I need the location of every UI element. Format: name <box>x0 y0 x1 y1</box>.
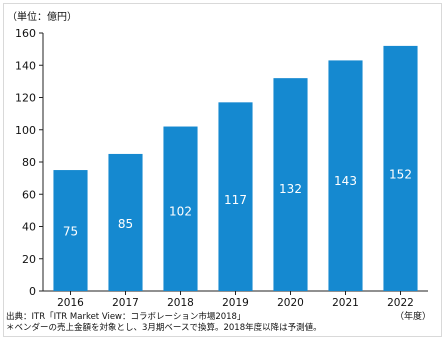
bar-value-label: 132 <box>279 182 302 196</box>
y-axis-ticks: 0 20 40 60 80 100 120 140 160 <box>15 27 43 298</box>
y-tick-label: 80 <box>22 156 36 169</box>
x-tick-label: 2016 <box>57 297 84 309</box>
y-tick-label: 60 <box>22 188 36 201</box>
x-tick-label: 2019 <box>222 297 249 309</box>
y-tick-label: 160 <box>15 27 36 40</box>
x-tick-label: 2018 <box>167 297 194 309</box>
chart-frame <box>3 3 442 337</box>
x-tick-label: 2021 <box>332 297 359 309</box>
y-tick-label: 100 <box>15 124 36 137</box>
bar <box>383 45 418 292</box>
bar-value-label: 152 <box>389 167 412 181</box>
bar-value-label: 85 <box>118 217 133 231</box>
y-tick-label: 40 <box>22 221 36 234</box>
y-tick-label: 0 <box>29 285 36 298</box>
bar <box>218 102 253 292</box>
bar-value-label: 102 <box>169 204 192 218</box>
x-tick-label: 2017 <box>112 297 139 309</box>
bar-value-label: 117 <box>224 193 247 207</box>
bar-value-label: 75 <box>63 224 78 238</box>
bar <box>108 153 143 291</box>
x-axis-unit-label: （年度） <box>395 310 431 322</box>
y-tick-label: 140 <box>15 59 36 72</box>
source-note: 出典：ITR「ITR Market View：コラボレーション市場2018」 <box>6 312 246 322</box>
bar <box>328 60 363 291</box>
bar-labels: 75 85 102 117 132 143 152 <box>63 167 412 238</box>
bar <box>53 170 88 291</box>
bar-value-label: 143 <box>334 174 357 188</box>
x-tick-label: 2020 <box>277 297 304 309</box>
y-tick-label: 20 <box>22 253 36 266</box>
bar <box>163 126 198 292</box>
bars <box>53 45 418 292</box>
x-axis-ticks: 2016 2017 2018 2019 2020 2021 2022 <box>57 291 414 309</box>
y-tick-label: 120 <box>15 92 36 105</box>
chart-notes: 出典：ITR「ITR Market View：コラボレーション市場2018」 ＊… <box>6 312 322 334</box>
bar <box>273 78 308 292</box>
unit-label: （単位：億円） <box>7 10 77 23</box>
footnote: ＊ベンダーの売上金額を対象とし、3月期ベースで換算。2018年度以降は予測値。 <box>6 323 322 333</box>
x-tick-label: 2022 <box>387 297 414 309</box>
